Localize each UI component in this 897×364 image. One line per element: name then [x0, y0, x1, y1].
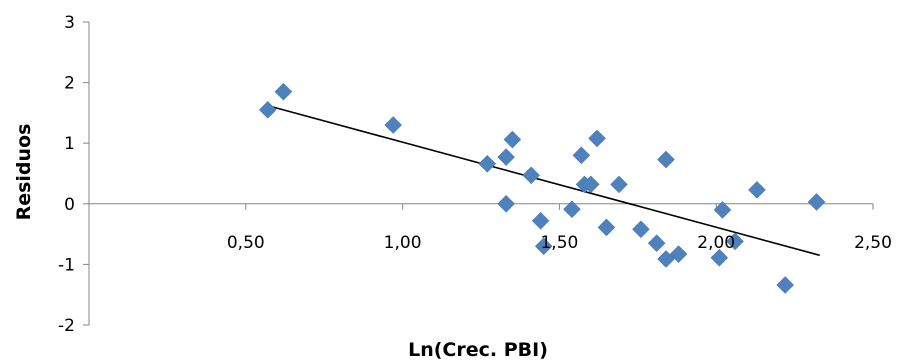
x-axis-label: Ln(Crec. PBI) — [408, 339, 548, 361]
x-tick-label: 0,50 — [227, 233, 265, 253]
data-point — [632, 220, 650, 239]
x-tick-label: 2,50 — [854, 233, 892, 253]
x-tick-label: 2,00 — [697, 233, 735, 253]
data-point — [776, 276, 795, 294]
data-point — [807, 193, 826, 211]
data-point — [572, 146, 591, 165]
x-tick-label: 1,00 — [384, 233, 422, 253]
trendline-group — [267, 104, 820, 257]
data-point — [669, 245, 688, 263]
data-point — [647, 234, 666, 253]
y-tick-label: 0 — [64, 195, 75, 215]
data-point — [503, 130, 522, 149]
y-axis-label: Residuos — [13, 124, 35, 221]
data-point — [657, 250, 675, 268]
y-tick-label: -2 — [58, 316, 75, 336]
data-point — [610, 175, 628, 194]
axes — [83, 21, 874, 326]
data-point — [657, 150, 675, 169]
y-tick-label: 3 — [64, 13, 75, 33]
data-point — [497, 148, 515, 166]
data-points — [258, 82, 826, 294]
data-point — [597, 218, 616, 237]
data-point — [258, 101, 277, 119]
data-point — [522, 166, 541, 185]
data-point — [581, 175, 600, 194]
data-point — [497, 194, 515, 213]
data-point — [274, 82, 293, 101]
y-tick-label: 2 — [64, 74, 75, 94]
y-tick-label: -1 — [58, 255, 75, 275]
x-tick-label: 1,50 — [540, 233, 578, 253]
trendline — [267, 104, 820, 257]
data-point — [478, 154, 497, 173]
data-point — [384, 116, 403, 134]
y-tick-label: 1 — [64, 134, 75, 154]
data-point — [713, 201, 732, 219]
data-point — [531, 211, 550, 230]
data-point — [534, 237, 553, 256]
data-point — [588, 129, 606, 148]
data-point — [748, 181, 766, 199]
data-point — [563, 200, 581, 219]
tick-labels: -2 -1 0 1 2 3 0,50 1,00 1,50 2,00 2,50 — [58, 13, 892, 336]
data-point — [710, 248, 729, 267]
data-point — [726, 232, 744, 251]
